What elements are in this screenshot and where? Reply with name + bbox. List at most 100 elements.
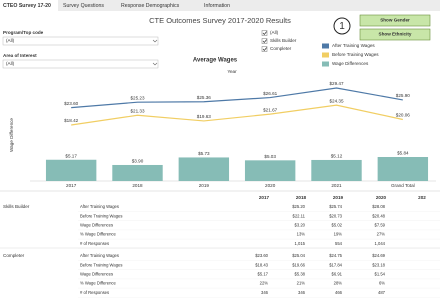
bar (45, 159, 97, 181)
table-cell: $23.60 (255, 253, 268, 258)
legend-label: Wage Differences (332, 61, 369, 66)
dropdown-arrow (152, 39, 158, 43)
annotation-circle (333, 17, 351, 35)
line (71, 104, 403, 126)
table-cell: $7.59 (375, 223, 386, 228)
annotation: 1 (339, 21, 345, 32)
tab[interactable]: CTEO Survey 17-20 (3, 3, 51, 9)
table-cell: $25.74 (329, 204, 342, 209)
check-mark (262, 39, 267, 44)
row-label: # of Responses (80, 290, 109, 295)
table-cell: $5.17 (258, 272, 269, 277)
table-cell: 466 (335, 290, 343, 295)
data-label: $18.42 (64, 118, 78, 123)
table-cell: $25.20 (292, 204, 305, 209)
row-label: After Training Wages (80, 204, 119, 209)
data-label: $5.12 (331, 154, 343, 159)
bar (112, 164, 163, 181)
table-cell: $5.02 (332, 223, 343, 228)
table-cell: $25.04 (292, 253, 305, 258)
row-label: % Wage Difference (80, 281, 117, 286)
check-mark (262, 31, 267, 36)
check-mark (262, 47, 267, 52)
table-cell: 1,044 (375, 241, 386, 246)
table-cell: 1,015 (295, 241, 306, 246)
table-cell: $1.54 (375, 272, 386, 277)
table-cell: $17.84 (329, 262, 342, 267)
table-cell: $19.66 (292, 262, 305, 267)
x-tick-label: 2017 (66, 183, 77, 188)
bar (311, 159, 362, 181)
column-header: 2019 (333, 195, 344, 200)
dropdown-value: (All) (6, 38, 15, 43)
dashboard-title: CTE Outcomes Survey 2017-2020 Results (149, 16, 291, 25)
table-cell: $24.75 (329, 253, 342, 258)
row-label: # of Responses (80, 241, 109, 246)
bar (244, 160, 296, 181)
legend-label: After Training Wages (332, 43, 375, 48)
dropdown[interactable] (2, 36, 159, 46)
y-axis-title: Wage Difference (9, 118, 14, 152)
table-cell: 487 (378, 290, 386, 295)
data-label: $23.60 (64, 101, 78, 106)
line (71, 87, 403, 109)
tab-bar (0, 0, 440, 11)
table-cell: $23.18 (372, 262, 385, 267)
table-cell: $6.91 (332, 272, 343, 277)
checkbox[interactable] (261, 46, 268, 52)
table-cell: $20.73 (329, 213, 342, 218)
active-tab (0, 0, 58, 11)
tab[interactable]: Response Demographics (121, 3, 180, 9)
table-cell: 28% (334, 281, 343, 286)
x-tick-label: Grand Total (391, 183, 415, 188)
dropdown[interactable] (2, 59, 159, 69)
data-label: $24.35 (329, 98, 343, 103)
row-label: Wage Differences (80, 272, 113, 277)
data-label: $21.33 (130, 108, 144, 113)
data-label: $3.90 (132, 159, 144, 164)
table-cell: 27% (377, 232, 386, 237)
table-cell: 13% (297, 232, 306, 237)
data-label: $26.61 (263, 91, 277, 96)
bar (377, 157, 429, 181)
table-cell: 346 (261, 290, 269, 295)
data-label: $25.90 (396, 93, 410, 98)
checkbox-label: Skills Builder (270, 38, 297, 43)
checkbox[interactable] (261, 38, 268, 44)
table-cell: $3.20 (295, 223, 306, 228)
filter-label: Area of Interest (3, 53, 37, 58)
button[interactable] (359, 14, 431, 27)
data-label: $5.17 (65, 153, 77, 158)
checkbox-label: Completer (270, 46, 292, 51)
data-label: $5.73 (198, 151, 210, 156)
table-cell: 19% (334, 232, 343, 237)
table-cell: 346 (298, 290, 306, 295)
legend-label: Before Training Wages (332, 52, 379, 57)
data-label: $25.23 (130, 95, 144, 100)
data-label: $5.84 (397, 151, 409, 156)
filter-label: Program/Top code (3, 30, 44, 35)
checkbox[interactable] (261, 30, 268, 36)
x-tick-label: 2021 (331, 183, 342, 188)
column-header: 202 (418, 195, 426, 200)
x-tick-label: 2019 (199, 183, 210, 188)
data-label: $19.63 (197, 114, 211, 119)
row-group: Completer (3, 253, 25, 258)
table-cell: $22.11 (293, 213, 306, 218)
legend-swatch (322, 43, 329, 49)
dropdown-value: (All) (6, 61, 15, 66)
chart-title: Average Wages (193, 58, 238, 64)
table-cell: $20.48 (372, 213, 385, 218)
row-label: % Wage Difference (80, 232, 117, 237)
x-tick-label: 2018 (132, 183, 143, 188)
tab[interactable]: Information (204, 3, 230, 9)
button-label: Show Ethnicity (379, 32, 412, 37)
table-cell: 21% (297, 281, 306, 286)
table-cell: $18.43 (255, 262, 268, 267)
tab[interactable]: Survey Questions (63, 3, 104, 9)
table-cell: $24.69 (372, 253, 385, 258)
legend-swatch (322, 61, 329, 67)
column-header: 2020 (376, 195, 387, 200)
table-cell: $28.08 (372, 204, 385, 209)
button[interactable] (359, 28, 431, 41)
